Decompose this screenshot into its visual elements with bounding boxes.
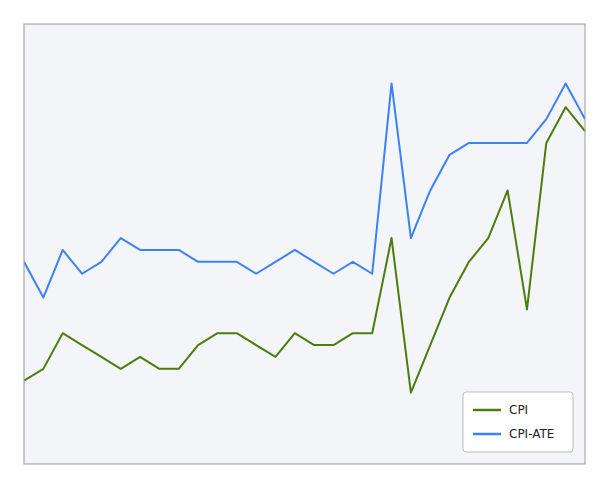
plot-frame bbox=[24, 24, 585, 464]
series-lines bbox=[24, 83, 585, 392]
legend: CPI CPI-ATE bbox=[463, 392, 573, 452]
plot-background bbox=[24, 24, 585, 464]
legend-box bbox=[463, 392, 573, 452]
chart-container: CPI CPI-ATE bbox=[0, 0, 609, 488]
legend-swatch bbox=[473, 409, 501, 412]
chart: CPI CPI-ATE bbox=[0, 0, 609, 488]
legend-label: CPI-ATE bbox=[509, 427, 554, 441]
legend-label: CPI bbox=[509, 403, 528, 417]
legend-swatch bbox=[473, 433, 501, 436]
line bbox=[24, 83, 585, 297]
line bbox=[24, 107, 585, 392]
